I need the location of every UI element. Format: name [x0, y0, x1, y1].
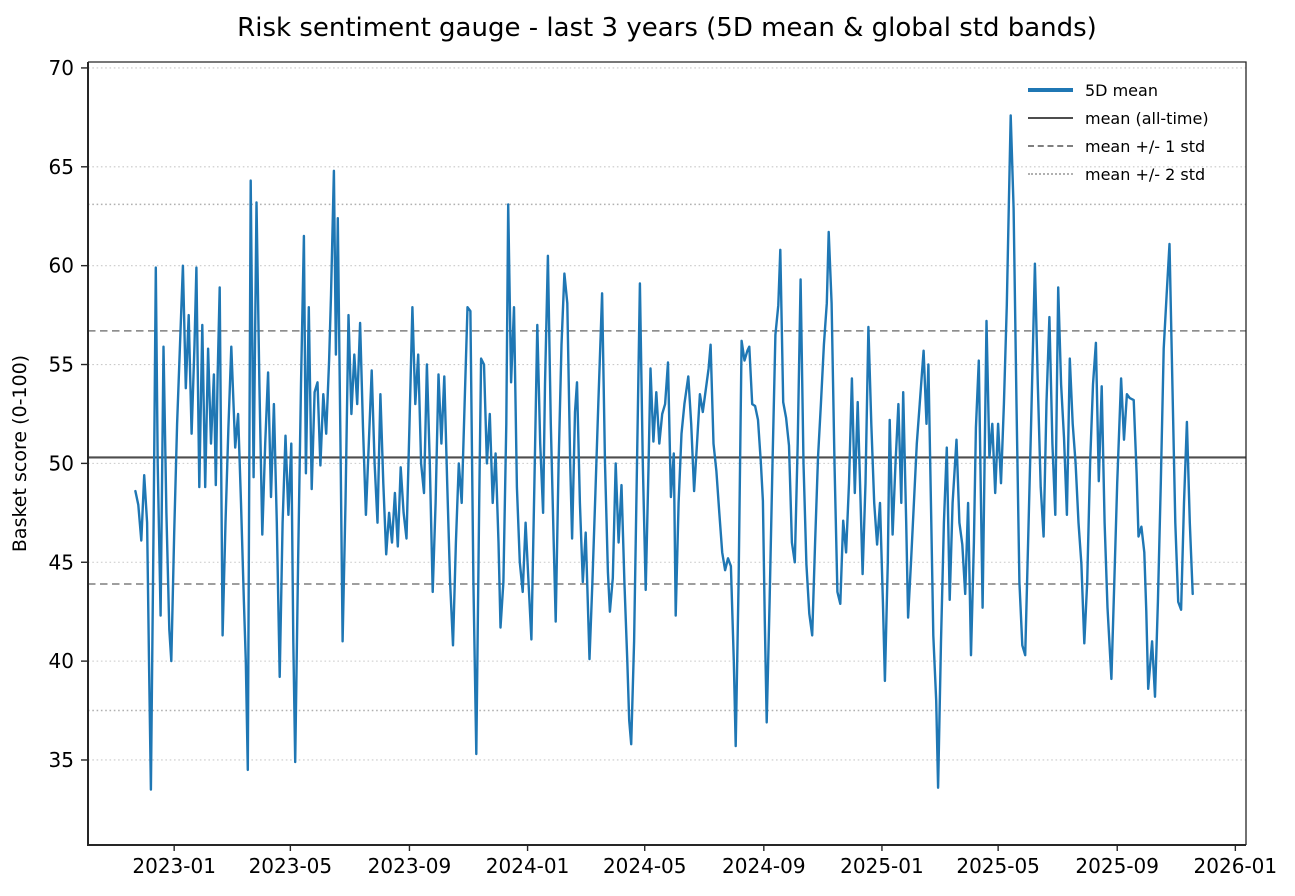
y-tick-label: 45 — [49, 550, 74, 574]
y-tick-label: 55 — [49, 353, 74, 377]
x-tick-label: 2025-09 — [1075, 854, 1159, 878]
chart-title: Risk sentiment gauge - last 3 years (5D … — [237, 13, 1097, 43]
legend-sample-line — [1028, 117, 1073, 119]
y-tick-label: 40 — [49, 649, 74, 673]
legend-entry: mean +/- 2 std — [1028, 160, 1209, 188]
x-tick-label: 2023-09 — [368, 854, 452, 878]
y-tick-label: 60 — [49, 254, 74, 278]
legend-sample-line — [1028, 88, 1073, 92]
x-tick-label: 2025-01 — [840, 854, 924, 878]
y-tick-label: 50 — [49, 451, 74, 475]
legend-entry: 5D mean — [1028, 76, 1209, 104]
legend-label: 5D mean — [1085, 80, 1158, 100]
legend-label: mean (all-time) — [1085, 108, 1209, 128]
legend: 5D mean mean (all-time) mean +/- 1 std mean… — [1028, 76, 1209, 188]
legend-label: mean +/- 1 std — [1085, 136, 1206, 156]
x-tick-label: 2026-01 — [1194, 854, 1278, 878]
axes-spine-left-bottom — [87, 62, 1246, 846]
legend-sample-line — [1028, 145, 1073, 147]
y-tick-label: 65 — [49, 155, 74, 179]
legend-entry: mean (all-time) — [1028, 104, 1209, 132]
y-tick-label: 35 — [49, 748, 74, 772]
x-tick-label: 2024-01 — [486, 854, 570, 878]
y-tick-label: 70 — [49, 56, 74, 80]
legend-sample-line — [1028, 173, 1073, 175]
legend-entry: mean +/- 1 std — [1028, 132, 1209, 160]
x-tick-label: 2025-05 — [956, 854, 1040, 878]
axes-spine-top-right — [88, 61, 1247, 845]
x-tick-label: 2023-05 — [249, 854, 333, 878]
legend-label: mean +/- 2 std — [1085, 164, 1206, 184]
series-line-5d-mean — [134, 114, 1194, 791]
x-tick-label: 2024-05 — [603, 854, 687, 878]
x-tick-label: 2023-01 — [132, 854, 216, 878]
y-axis-label: Basket score (0-100) — [9, 355, 31, 552]
x-tick-label: 2024-09 — [722, 854, 806, 878]
